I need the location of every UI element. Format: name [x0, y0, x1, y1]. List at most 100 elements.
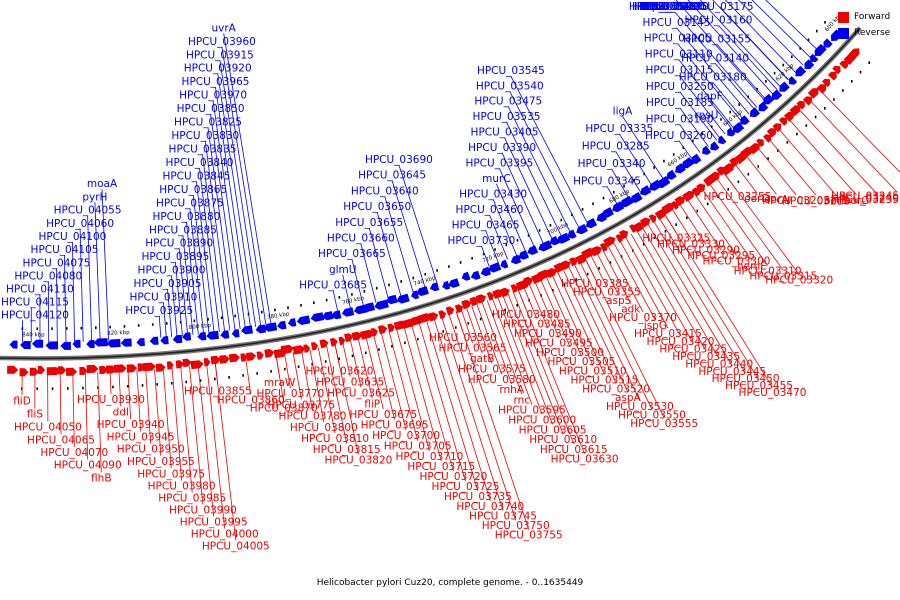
- scale-tick: [170, 381, 173, 385]
- forward-gene-arrow: [706, 171, 720, 184]
- label-connector-line: [636, 230, 707, 352]
- forward-gene-arrow: [29, 367, 39, 376]
- forward-gene-label: HPCU_03370: [609, 312, 677, 324]
- label-connector-line: [396, 329, 430, 452]
- reverse-gene-arrow: [567, 229, 577, 239]
- label-connector-line: [738, 0, 804, 66]
- forward-gene-arrow: [428, 312, 439, 322]
- reverse-gene-arrow: [241, 325, 253, 335]
- label-connector-line: [551, 273, 594, 366]
- scale-tick: [400, 280, 402, 283]
- forward-gene-arrow: [360, 329, 375, 340]
- label-connector-line: [373, 335, 395, 420]
- forward-gene-arrow: [661, 202, 675, 215]
- forward-gene-label: HPCU_03870: [250, 403, 318, 415]
- label-connector-line: [448, 313, 517, 521]
- label-connector-line: [630, 233, 694, 344]
- forward-gene-label: HPCU_03745: [469, 511, 537, 523]
- reverse-gene-arrow: [488, 262, 502, 273]
- label-connector-line: [215, 87, 251, 328]
- forward-gene-arrow: [691, 187, 701, 197]
- reverse-gene-label: HPCU_03850: [177, 103, 245, 115]
- scale-tick: [151, 323, 154, 326]
- forward-gene-arrow: [264, 349, 275, 358]
- forward-gene-label: adk: [621, 304, 641, 316]
- reverse-gene-label: HPCU_03830: [171, 130, 239, 142]
- reverse-gene-label: murC: [482, 173, 511, 185]
- label-connector-line: [178, 248, 189, 336]
- reverse-gene-label: HPCU_03915: [186, 49, 254, 61]
- reverse-gene-arrow: [263, 322, 278, 332]
- label-connector-line: [192, 194, 210, 334]
- scale-tick: [338, 357, 340, 361]
- forward-gene-label: HPCU_03775: [267, 400, 335, 412]
- forward-gene-arrow: [671, 201, 679, 210]
- forward-gene-label: oorC: [844, 195, 869, 207]
- label-connector-line: [615, 151, 642, 193]
- forward-gene-label: HPCU_03210: [782, 195, 850, 207]
- scale-tick: [137, 324, 140, 327]
- reverse-gene-arrow: [172, 334, 183, 344]
- forward-gene-arrow: [256, 351, 264, 360]
- label-connector-line: [523, 286, 538, 319]
- reverse-gene-label: HPCU_03285: [582, 140, 650, 152]
- forward-gene-label: HPCU_03330: [657, 239, 725, 251]
- label-connector-line: [718, 25, 778, 90]
- forward-gene-label: HPCU_03315: [749, 270, 817, 282]
- label-connector-line: [671, 208, 692, 239]
- label-connector-line: [678, 59, 734, 128]
- forward-gene-arrow: [126, 364, 138, 373]
- forward-gene-label: HPCU_03635: [316, 377, 384, 389]
- label-connector-line: [309, 349, 325, 422]
- label-connector-line: [679, 107, 709, 147]
- label-connector-line: [301, 350, 313, 411]
- label-connector-line: [376, 212, 402, 297]
- reverse-gene-label: HPCU_03920: [184, 63, 252, 75]
- label-connector-line: [712, 82, 744, 120]
- reverse-gene-arrow: [470, 270, 481, 280]
- label-connector-line: [398, 164, 438, 285]
- forward-gene-arrow: [802, 96, 812, 106]
- label-connector-line: [506, 121, 562, 236]
- scale-tick: [234, 314, 236, 318]
- forward-gene-arrow: [639, 217, 651, 228]
- scale-tick: [65, 327, 68, 330]
- label-connector-line: [492, 298, 533, 405]
- reverse-gene-label: HPCU_03265: [635, 1, 703, 13]
- reverse-gene-label: rho: [651, 1, 668, 13]
- label-connector-line: [56, 268, 58, 343]
- forward-gene-label: HPCU_03575: [458, 364, 526, 376]
- forward-gene-arrow: [729, 157, 739, 167]
- reverse-gene-label: HPCU_03965: [182, 76, 250, 88]
- reverse-gene-label: HPCU_03665: [318, 248, 386, 260]
- label-connector-line: [719, 6, 789, 80]
- reverse-gene-arrow: [182, 332, 192, 341]
- forward-gene-label: HPCU_03445: [698, 366, 766, 378]
- forward-gene-label: HPCU_03700: [372, 430, 440, 442]
- scale-label: 720 kbp: [482, 251, 506, 265]
- scale-tick: [868, 61, 871, 65]
- reverse-gene-label: HPCU_04110: [6, 283, 74, 295]
- forward-gene-label: HPCU_03290: [672, 245, 740, 257]
- scale-tick: [300, 303, 302, 307]
- label-connector-line: [109, 371, 112, 394]
- reverse-gene-arrow: [396, 293, 410, 304]
- label-connector-line: [171, 275, 178, 337]
- reverse-gene-arrow: [630, 192, 643, 203]
- forward-gene-label: HPCU_03695: [361, 420, 429, 432]
- scale-tick: [297, 365, 300, 369]
- forward-gene-arrow: [828, 71, 837, 81]
- forward-gene-arrow: [849, 48, 860, 59]
- scale-tick: [156, 383, 158, 386]
- scale-tick: [807, 38, 810, 42]
- reverse-gene-arrow: [374, 299, 389, 310]
- scale-tick: [560, 218, 563, 222]
- label-connector-line: [342, 342, 351, 377]
- scale-tick: [412, 276, 415, 280]
- reverse-gene-label: HPCU_03180: [679, 71, 747, 83]
- forward-gene-arrow: [86, 364, 99, 374]
- forward-gene-label: ispG: [644, 320, 667, 332]
- scale-tick: [112, 385, 114, 389]
- scale-tick: [424, 272, 427, 276]
